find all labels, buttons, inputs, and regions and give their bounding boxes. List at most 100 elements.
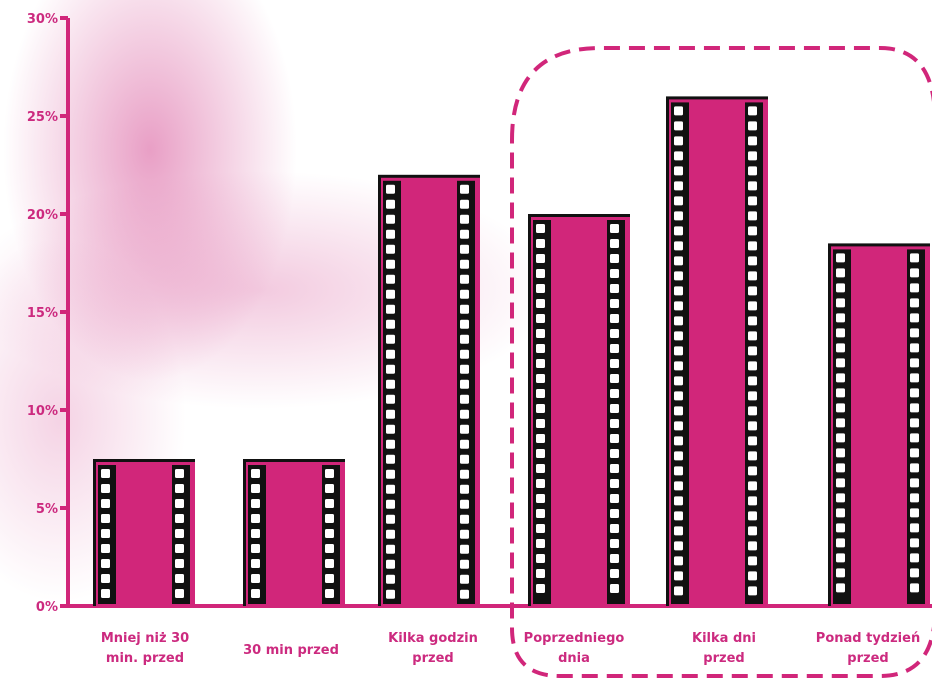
film-perforation [386, 244, 395, 254]
film-perforation [836, 328, 845, 338]
y-tick-label: 5% [36, 502, 58, 517]
film-perforation [536, 539, 545, 548]
film-perforation [748, 421, 757, 431]
film-perforation [674, 106, 683, 116]
film-perforation [674, 406, 683, 416]
film-perforation [836, 478, 845, 488]
film-perforation [748, 436, 757, 446]
film-perforation [610, 539, 619, 548]
film-perforation [251, 589, 260, 598]
film-perforation [460, 439, 469, 449]
film-perforation [386, 349, 395, 359]
film-perforation [610, 419, 619, 428]
film-perforation [175, 529, 184, 538]
category-label: Kilka godzin [388, 631, 478, 646]
film-perforation [836, 538, 845, 548]
film-perforation [910, 388, 919, 398]
film-perforation [460, 409, 469, 419]
y-tick-label: 30% [27, 12, 58, 27]
film-perforation [101, 484, 110, 493]
film-perforation [460, 559, 469, 569]
film-perforation [101, 544, 110, 553]
film-perforation [460, 289, 469, 299]
film-perforation [460, 259, 469, 269]
film-perforation [748, 211, 757, 221]
film-perforation [386, 304, 395, 314]
film-perforation [175, 484, 184, 493]
film-perforation [325, 484, 334, 493]
film-perforation [460, 274, 469, 284]
film-perforation [325, 559, 334, 568]
film-perforation [325, 574, 334, 583]
film-perforation [536, 419, 545, 428]
film-perforation [386, 454, 395, 464]
film-perforation [460, 514, 469, 524]
film-perforation [386, 394, 395, 404]
film-perforation [910, 403, 919, 413]
film-perforation [748, 481, 757, 491]
film-perforation [748, 286, 757, 296]
film-perforation [674, 196, 683, 206]
y-tick-label: 0% [36, 600, 58, 615]
film-perforation [536, 374, 545, 383]
film-perforation [251, 574, 260, 583]
bars [93, 96, 930, 607]
film-perforation [748, 196, 757, 206]
film-perforation [910, 553, 919, 563]
film-perforation [674, 241, 683, 251]
film-perforation [674, 496, 683, 506]
film-perforation [536, 344, 545, 353]
film-perforation [836, 358, 845, 368]
film-perforation [536, 329, 545, 338]
film-perforation [910, 448, 919, 458]
film-perforation [386, 334, 395, 344]
film-perforation [836, 463, 845, 473]
y-tick-label: 15% [27, 306, 58, 321]
film-perforation [748, 586, 757, 596]
film-perforation [674, 526, 683, 536]
highlight-box [510, 46, 932, 678]
film-perforation [386, 409, 395, 419]
film-perforation [386, 439, 395, 449]
film-perforation [460, 424, 469, 434]
film-perforation [175, 499, 184, 508]
film-perforation [910, 568, 919, 578]
film-perforation [748, 256, 757, 266]
film-perforation [386, 184, 395, 194]
film-perforation [910, 313, 919, 323]
film-perforation [910, 493, 919, 503]
film-perforation [610, 389, 619, 398]
film-perforation [386, 469, 395, 479]
y-tick-label: 20% [27, 208, 58, 223]
film-perforation [251, 499, 260, 508]
film-perforation [836, 313, 845, 323]
film-perforation [101, 559, 110, 568]
film-perforation [460, 304, 469, 314]
film-perforation [460, 589, 469, 599]
film-perforation [748, 331, 757, 341]
film-perforation [536, 569, 545, 578]
film-perforation [175, 469, 184, 478]
film-perforation [460, 379, 469, 389]
film-perforation [674, 451, 683, 461]
film-perforation [748, 391, 757, 401]
bar [828, 243, 930, 606]
film-perforation [674, 151, 683, 161]
film-perforation [536, 224, 545, 233]
film-perforation [386, 589, 395, 599]
film-perforation [460, 229, 469, 239]
film-perforation [910, 418, 919, 428]
film-perforation [251, 559, 260, 568]
film-perforation [910, 373, 919, 383]
category-label: Ponad tydzień [816, 631, 920, 646]
category-label: przed [847, 651, 888, 666]
film-perforation [386, 529, 395, 539]
film-perforation [910, 253, 919, 263]
film-perforation [610, 344, 619, 353]
film-perforation [836, 253, 845, 263]
film-perforation [748, 166, 757, 176]
film-perforation [836, 403, 845, 413]
film-perforation [836, 373, 845, 383]
film-perforation [460, 454, 469, 464]
